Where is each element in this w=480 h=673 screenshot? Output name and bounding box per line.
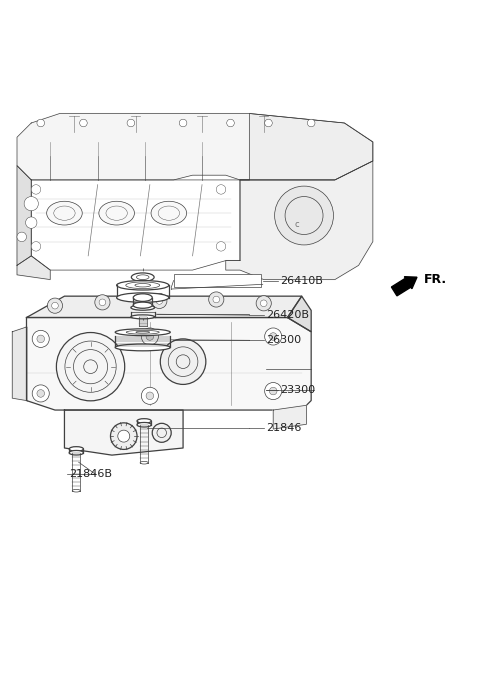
Circle shape: [56, 332, 125, 401]
Circle shape: [17, 232, 26, 242]
Circle shape: [127, 119, 135, 127]
Circle shape: [160, 339, 206, 384]
Text: 21846B: 21846B: [69, 469, 112, 479]
Circle shape: [48, 298, 62, 313]
Circle shape: [256, 295, 271, 311]
Circle shape: [216, 184, 226, 194]
Circle shape: [141, 328, 158, 345]
Polygon shape: [226, 161, 373, 279]
Ellipse shape: [137, 423, 151, 427]
Polygon shape: [17, 114, 373, 180]
Circle shape: [216, 242, 226, 251]
Text: 26300: 26300: [266, 335, 301, 345]
Circle shape: [146, 392, 154, 400]
Ellipse shape: [140, 462, 148, 464]
Circle shape: [52, 302, 58, 309]
Ellipse shape: [133, 302, 152, 308]
Polygon shape: [12, 327, 26, 400]
Ellipse shape: [99, 201, 134, 225]
Circle shape: [264, 119, 272, 127]
Circle shape: [118, 430, 130, 442]
Circle shape: [141, 387, 158, 404]
Polygon shape: [26, 318, 311, 410]
Circle shape: [32, 385, 49, 402]
Circle shape: [25, 217, 37, 228]
Ellipse shape: [115, 344, 170, 351]
Circle shape: [32, 330, 49, 347]
Text: 26420B: 26420B: [266, 310, 309, 320]
Polygon shape: [273, 405, 306, 429]
Ellipse shape: [69, 450, 84, 455]
Text: 26410B: 26410B: [280, 275, 323, 285]
Text: 23300: 23300: [280, 385, 315, 394]
Ellipse shape: [131, 315, 155, 319]
Ellipse shape: [69, 447, 84, 451]
Circle shape: [99, 299, 106, 306]
Circle shape: [156, 297, 163, 304]
Circle shape: [80, 119, 87, 127]
Ellipse shape: [117, 293, 169, 302]
Text: c: c: [295, 220, 299, 229]
Circle shape: [209, 292, 224, 307]
Text: FR.: FR.: [424, 273, 447, 286]
Circle shape: [275, 186, 334, 245]
Circle shape: [95, 295, 110, 310]
Ellipse shape: [131, 305, 155, 310]
Ellipse shape: [115, 329, 170, 336]
Polygon shape: [26, 296, 301, 318]
Circle shape: [31, 242, 41, 251]
Polygon shape: [17, 166, 31, 265]
Ellipse shape: [132, 273, 154, 281]
Ellipse shape: [137, 419, 151, 423]
Ellipse shape: [72, 489, 80, 492]
Bar: [174, 274, 261, 287]
Circle shape: [37, 335, 45, 343]
Polygon shape: [17, 256, 50, 279]
Circle shape: [179, 119, 187, 127]
Ellipse shape: [47, 201, 82, 225]
Ellipse shape: [133, 294, 152, 302]
Ellipse shape: [151, 201, 187, 225]
Polygon shape: [31, 180, 240, 270]
Polygon shape: [64, 410, 183, 455]
Circle shape: [269, 387, 277, 395]
Circle shape: [307, 119, 315, 127]
Circle shape: [264, 328, 282, 345]
Polygon shape: [240, 114, 373, 180]
Text: 21846: 21846: [266, 423, 301, 433]
FancyArrow shape: [391, 277, 417, 296]
Circle shape: [264, 382, 282, 400]
Ellipse shape: [117, 281, 169, 290]
Circle shape: [213, 296, 219, 303]
Polygon shape: [288, 296, 311, 332]
Circle shape: [227, 119, 234, 127]
Circle shape: [31, 184, 41, 194]
Circle shape: [152, 293, 167, 308]
Circle shape: [24, 197, 38, 211]
Circle shape: [146, 332, 154, 341]
Circle shape: [261, 300, 267, 307]
Circle shape: [269, 332, 277, 341]
Circle shape: [152, 423, 171, 442]
Circle shape: [110, 423, 137, 450]
Circle shape: [37, 119, 45, 127]
Circle shape: [37, 390, 45, 397]
